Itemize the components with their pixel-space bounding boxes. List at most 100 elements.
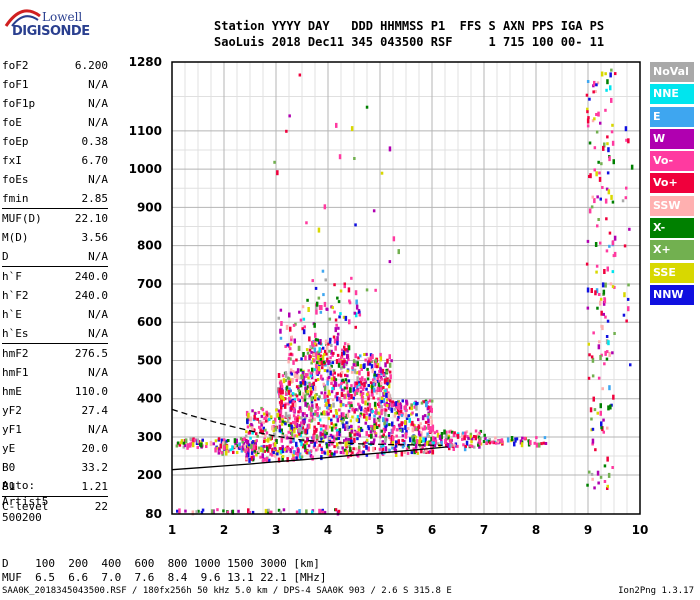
echo-point [382, 398, 386, 403]
echo-point [421, 415, 425, 421]
echo-point [319, 358, 323, 361]
echo-point [405, 429, 408, 433]
echo-point [398, 412, 401, 416]
echo-point [210, 509, 214, 515]
echo-point [334, 395, 337, 399]
echo-point [323, 451, 327, 455]
echo-point [311, 396, 315, 400]
echo-point [302, 352, 305, 357]
param-row: h`Es N/A [2, 324, 108, 343]
echo-point [380, 445, 383, 449]
echo-point [606, 484, 609, 488]
echo-point [325, 401, 328, 407]
echo-point [438, 434, 442, 440]
param-name: foF2 [2, 59, 29, 72]
echo-point [595, 270, 598, 274]
param-row: foF1 N/A [2, 75, 108, 94]
param-name: fmin [2, 192, 29, 205]
echo-point [316, 411, 319, 417]
echo-point [609, 72, 612, 78]
echo-point [264, 434, 267, 438]
echo-point [590, 428, 593, 432]
echo-point [260, 447, 263, 453]
echo-point [268, 445, 271, 448]
param-value: 240.0 [74, 270, 108, 283]
echo-point [235, 444, 239, 448]
echo-point [379, 435, 382, 439]
echo-point [338, 360, 341, 364]
echo-point [595, 130, 599, 134]
echo-point [291, 446, 294, 450]
echo-point [340, 366, 343, 370]
echo-point [309, 440, 313, 444]
echo-point [200, 510, 204, 514]
echo-point [261, 408, 265, 412]
echo-point [371, 354, 374, 360]
echo-point [440, 432, 444, 435]
echo-point [264, 428, 267, 432]
echo-point [369, 353, 373, 359]
echo-point [606, 266, 609, 272]
echo-point [316, 338, 319, 342]
echo-point [426, 440, 429, 446]
echo-point [314, 378, 318, 382]
echo-point [298, 455, 302, 459]
echo-point [411, 442, 414, 446]
echo-point [349, 436, 353, 440]
echo-point [265, 457, 269, 462]
echo-point [320, 305, 323, 310]
echo-point [607, 405, 610, 411]
echo-point [183, 444, 187, 448]
echo-point [421, 444, 424, 450]
echo-point [260, 445, 263, 449]
echo-point [591, 119, 595, 123]
echo-point [350, 401, 353, 407]
echo-point [319, 424, 323, 428]
echo-point [433, 444, 437, 448]
echo-point [273, 442, 277, 448]
echo-point [280, 404, 283, 410]
param-row: yF2 27.4 [2, 401, 108, 420]
echo-point [589, 173, 592, 179]
echo-point [351, 415, 354, 419]
echo-point [415, 427, 418, 431]
echo-point [324, 363, 327, 367]
echo-point [596, 306, 599, 310]
echo-point [363, 378, 367, 382]
legend-item: NNW [650, 284, 694, 305]
echo-point [219, 443, 222, 449]
echo-point [346, 425, 349, 429]
echo-point [191, 510, 195, 516]
y-tick-label: 1000 [129, 162, 162, 176]
echo-point [279, 308, 283, 312]
echo-point [247, 508, 250, 514]
echo-point [609, 282, 613, 286]
echo-point [371, 409, 374, 413]
echo-point [343, 282, 346, 286]
echo-point [418, 439, 421, 445]
echo-point [320, 391, 323, 395]
echo-point [355, 371, 358, 375]
echo-point [336, 340, 339, 346]
echo-point [535, 442, 539, 448]
echo-point [484, 437, 487, 441]
echo-point [314, 286, 318, 290]
true-height-profile [171, 408, 443, 447]
echo-point [365, 288, 369, 292]
echo-point [606, 426, 609, 430]
echo-point [477, 435, 481, 439]
echo-point [397, 423, 401, 427]
echo-point [308, 451, 311, 455]
echo-point [605, 249, 609, 253]
echo-point [594, 90, 597, 93]
echo-point [334, 345, 337, 351]
echo-point [313, 322, 316, 328]
echo-point [395, 440, 398, 444]
echo-point [331, 435, 334, 439]
echo-point [444, 439, 447, 443]
echo-point [217, 437, 221, 441]
echo-point [280, 428, 283, 432]
x-tick-label: 10 [632, 523, 649, 537]
echo-point [264, 419, 268, 423]
echo-point [332, 414, 335, 418]
